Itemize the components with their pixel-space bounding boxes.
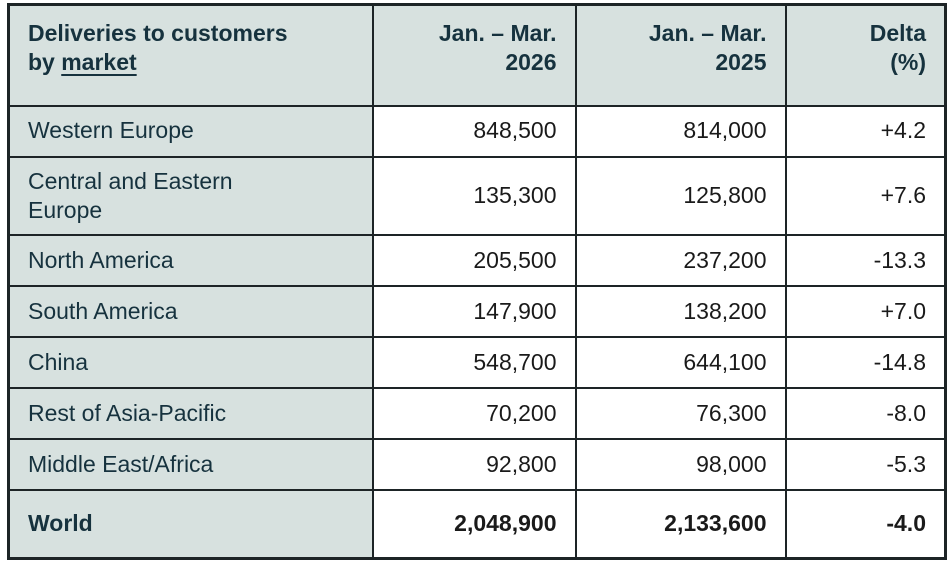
header-2025-line1: Jan. – Mar. <box>648 20 767 46</box>
header-delta-line2: (%) <box>890 49 926 76</box>
value-delta: +7.0 <box>784 285 947 339</box>
table-row-middle-east-africa: Middle East/Africa 92,800 98,000 -5.3 <box>7 438 947 492</box>
table-row-central-eastern-europe: Central and Eastern Europe 135,300 125,8… <box>7 155 947 237</box>
header-2026-line2: 2026 <box>505 49 557 76</box>
table-row-rest-of-asia-pacific: Rest of Asia-Pacific 70,200 76,300 -8.0 <box>7 387 947 441</box>
value-delta: -14.8 <box>784 336 947 390</box>
value-2026: 147,900 <box>371 285 577 339</box>
value-2025: 98,000 <box>574 438 787 492</box>
header-market-line2: by market <box>28 48 372 77</box>
header-market-underlined-word: market <box>61 49 137 76</box>
market-label: Western Europe <box>7 104 374 158</box>
market-label-total: World <box>7 489 374 560</box>
table-row-western-europe: Western Europe 848,500 814,000 +4.2 <box>7 104 947 158</box>
market-label: Middle East/Africa <box>7 438 374 492</box>
header-2025-line2: 2025 <box>715 49 767 76</box>
value-2025: 814,000 <box>574 104 787 158</box>
header-market-prefix: by <box>28 49 62 76</box>
value-2026: 70,200 <box>371 387 577 441</box>
header-cell-2026: Jan. – Mar. 2026 <box>371 3 577 107</box>
value-2025: 237,200 <box>574 234 787 288</box>
value-2025: 76,300 <box>574 387 787 441</box>
market-label: China <box>7 336 374 390</box>
value-2025: 644,100 <box>574 336 787 390</box>
deliveries-by-market-table: Deliveries to customers by market Jan. –… <box>7 3 947 560</box>
header-cell-market: Deliveries to customers by market <box>7 3 374 107</box>
header-row: Deliveries to customers by market Jan. –… <box>7 3 947 107</box>
value-delta: -13.3 <box>784 234 947 288</box>
header-cell-delta: Delta (%) <box>784 3 947 107</box>
value-delta: +7.6 <box>784 155 947 237</box>
value-2026: 135,300 <box>371 155 577 237</box>
table-row-north-america: North America 205,500 237,200 -13.3 <box>7 234 947 288</box>
market-label: South America <box>7 285 374 339</box>
header-market-line1: Deliveries to customers <box>28 20 288 46</box>
value-delta: -8.0 <box>784 387 947 441</box>
value-delta: -5.3 <box>784 438 947 492</box>
market-label: Rest of Asia-Pacific <box>7 387 374 441</box>
header-delta-line1: Delta <box>869 20 926 46</box>
header-2026-line1: Jan. – Mar. <box>438 20 557 46</box>
value-2026: 92,800 <box>371 438 577 492</box>
market-label: North America <box>7 234 374 288</box>
value-2025-total: 2,133,600 <box>574 489 787 560</box>
value-2025: 138,200 <box>574 285 787 339</box>
value-2026: 848,500 <box>371 104 577 158</box>
value-delta: +4.2 <box>784 104 947 158</box>
value-2025: 125,800 <box>574 155 787 237</box>
value-2026: 548,700 <box>371 336 577 390</box>
table-row-china: China 548,700 644,100 -14.8 <box>7 336 947 390</box>
table-row-world-total: World 2,048,900 2,133,600 -4.0 <box>7 489 947 560</box>
table-row-south-america: South America 147,900 138,200 +7.0 <box>7 285 947 339</box>
market-label: Central and Eastern Europe <box>7 155 374 237</box>
value-2026-total: 2,048,900 <box>371 489 577 560</box>
value-2026: 205,500 <box>371 234 577 288</box>
value-delta-total: -4.0 <box>784 489 947 560</box>
header-cell-2025: Jan. – Mar. 2025 <box>574 3 787 107</box>
